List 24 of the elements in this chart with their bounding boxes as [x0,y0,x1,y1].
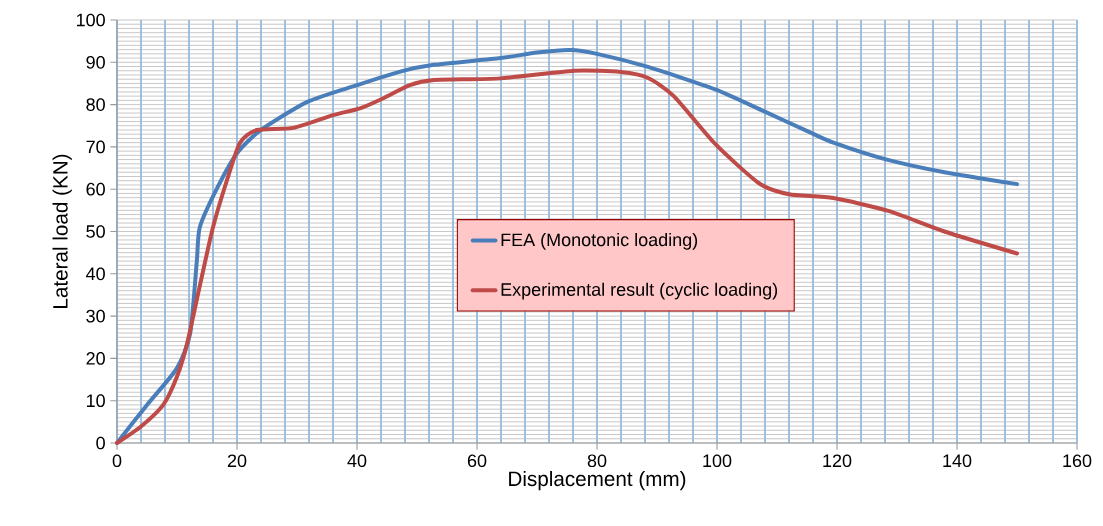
legend-label: FEA (Monotonic loading) [501,232,698,250]
x-tick-label: 140 [943,454,972,468]
y-tick-label: 90 [86,55,105,69]
y-axis-title: Lateral load (KN) [52,154,72,308]
x-axis-title: Displacement (mm) [509,470,686,491]
y-tick-label: 60 [86,182,105,196]
y-tick-label: 80 [86,98,105,111]
y-tick-label: 20 [86,352,105,365]
y-tick-label: 100 [76,13,105,27]
y-tick-label: 10 [86,394,105,408]
x-tick-label: 0 [112,454,122,468]
x-tick-label: 20 [227,454,247,468]
y-tick-label: 30 [86,309,105,323]
y-tick-label: 50 [86,225,105,238]
y-tick-label: 40 [86,267,105,281]
x-tick-label: 80 [587,454,607,468]
x-tick-label: 40 [347,454,367,468]
x-tick-label: 120 [823,454,852,468]
x-tick-label: 160 [1063,454,1092,468]
legend-label: Experimental result (cyclic loading) [501,282,778,300]
x-tick-label: 60 [467,454,487,468]
x-tick-label: 100 [703,454,732,468]
y-tick-label: 0 [96,436,105,450]
y-tick-label: 70 [86,140,105,154]
